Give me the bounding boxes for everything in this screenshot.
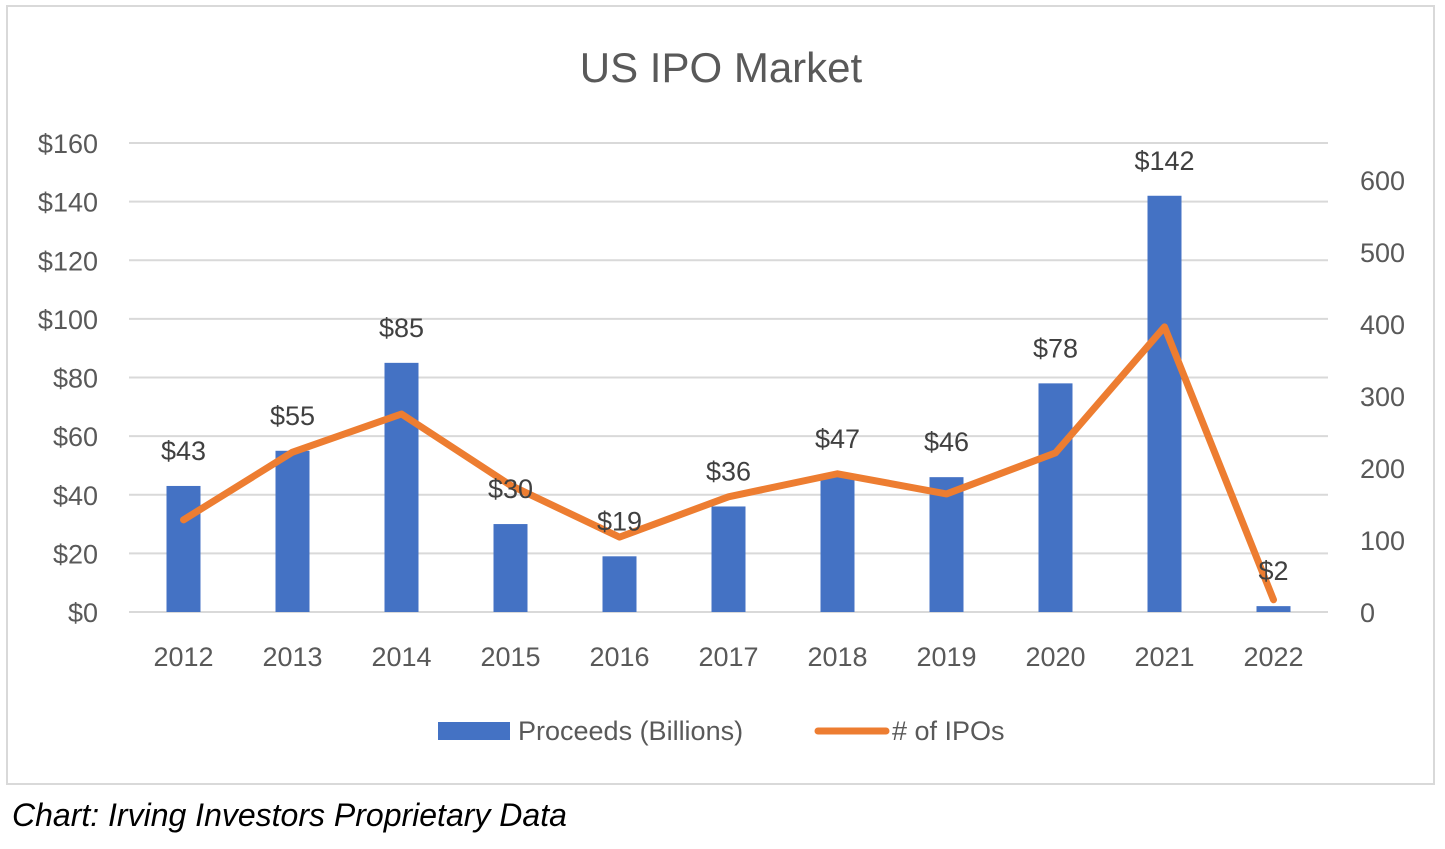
x-axis-tick-label: 2014 — [371, 642, 431, 672]
bar — [602, 556, 637, 612]
right-axis-tick-label: 400 — [1360, 310, 1405, 340]
data-label: $85 — [379, 313, 424, 343]
right-axis-tick-label: 0 — [1360, 598, 1375, 628]
data-labels: $43 $55 $85 $30 $19 $36 $47 $46 $78 $142 $2 — [161, 146, 1289, 586]
left-axis-tick-label: $120 — [38, 246, 98, 276]
x-axis-tick-label: 2012 — [153, 642, 213, 672]
bar-series — [166, 195, 1291, 612]
bar — [929, 477, 964, 612]
x-axis-tick-label: 2020 — [1025, 642, 1085, 672]
bar — [1147, 195, 1182, 612]
right-axis-tick-label: 600 — [1360, 166, 1405, 196]
bar — [275, 450, 310, 612]
data-label: $46 — [924, 427, 969, 457]
bar — [1256, 606, 1291, 612]
x-axis-tick-label: 2018 — [807, 642, 867, 672]
x-axis-tick-label: 2017 — [698, 642, 758, 672]
data-label: $43 — [161, 436, 206, 466]
left-axis-tick-label: $140 — [38, 188, 98, 218]
x-axis-tick-label: 2022 — [1243, 642, 1303, 672]
right-axis-tick-label: 200 — [1360, 454, 1405, 484]
line-series — [180, 323, 1277, 604]
left-axis-tick-label: $100 — [38, 305, 98, 335]
data-label: $142 — [1134, 146, 1194, 176]
left-axis-tick-label: $0 — [68, 598, 98, 628]
x-axis-tick-label: 2019 — [916, 642, 976, 672]
data-label: $30 — [488, 474, 533, 504]
x-axis-tick-label: 2015 — [480, 642, 540, 672]
legend-swatch-proceeds — [438, 722, 510, 740]
right-axis-tick-label: 300 — [1360, 382, 1405, 412]
x-axis-tick-label: 2016 — [589, 642, 649, 672]
legend-label-ipos: # of IPOs — [892, 716, 1005, 746]
left-axis-tick-label: $80 — [53, 364, 98, 394]
x-axis-tick-label: 2013 — [262, 642, 322, 672]
chart-frame — [6, 5, 1435, 785]
chart-title: US IPO Market — [580, 44, 863, 91]
data-label: $2 — [1258, 556, 1288, 586]
data-label: $47 — [815, 424, 860, 454]
legend: Proceeds (Billions) # of IPOs — [438, 716, 1005, 746]
data-label: $78 — [1033, 333, 1078, 363]
right-axis-ticks: 0 100 200 300 400 500 600 — [1360, 166, 1405, 628]
left-axis-tick-label: $20 — [53, 539, 98, 569]
bar — [384, 362, 419, 612]
bar — [820, 474, 855, 612]
data-label: $55 — [270, 401, 315, 431]
left-axis-tick-label: $40 — [53, 481, 98, 511]
left-axis-tick-label: $160 — [38, 129, 98, 159]
left-axis-ticks: $0 $20 $40 $60 $80 $100 $120 $140 $160 — [38, 129, 98, 628]
x-axis-ticks: 2012 2013 2014 2015 2016 2017 2018 2019 2020 2021… — [153, 642, 1303, 672]
source-note: Chart: Irving Investors Proprietary Data — [12, 797, 567, 833]
x-axis-tick-label: 2021 — [1134, 642, 1194, 672]
bar — [166, 485, 201, 612]
bar — [1038, 383, 1073, 612]
data-label: $36 — [706, 456, 751, 486]
gridlines — [129, 142, 1328, 613]
data-label: $19 — [597, 506, 642, 536]
left-axis-tick-label: $60 — [53, 422, 98, 452]
bar — [711, 506, 746, 612]
right-axis-tick-label: 500 — [1360, 238, 1405, 268]
bar — [493, 524, 528, 612]
legend-label-proceeds: Proceeds (Billions) — [518, 716, 743, 746]
right-axis-tick-label: 100 — [1360, 526, 1405, 556]
